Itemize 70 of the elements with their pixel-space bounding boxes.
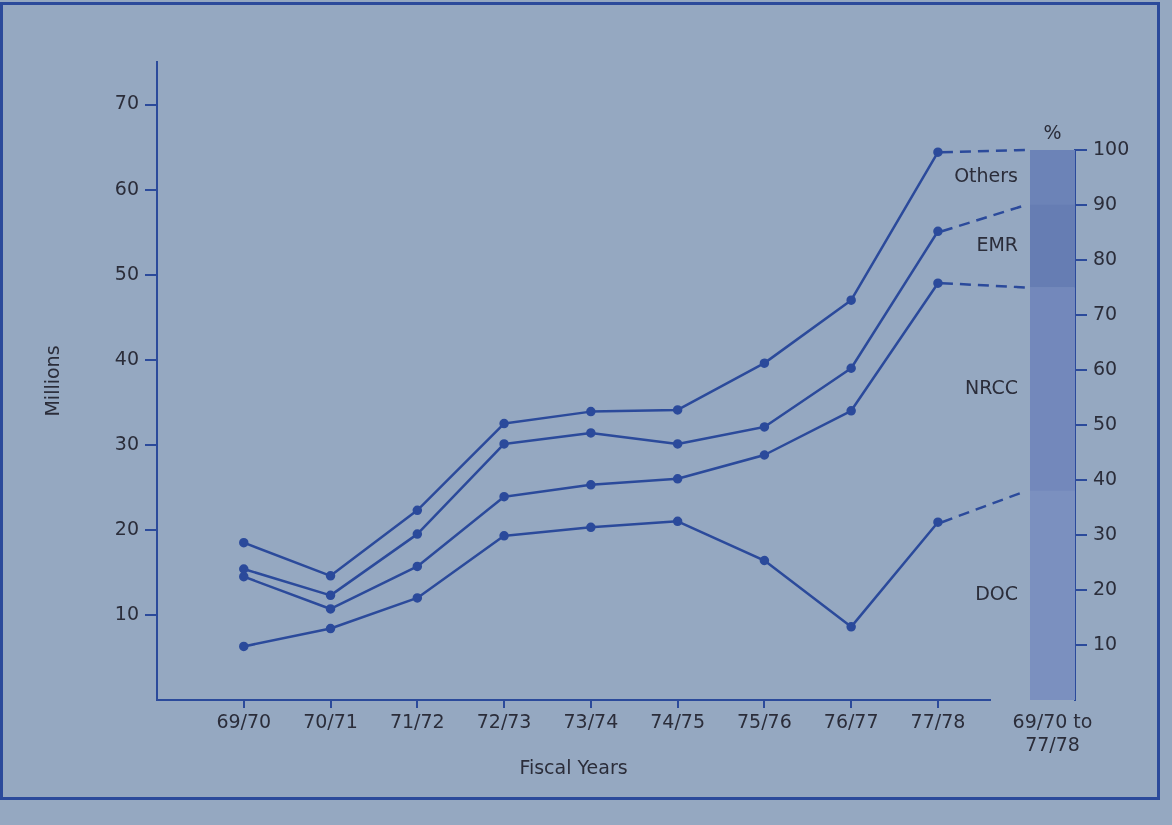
y-tick-label: 30 xyxy=(1093,521,1118,544)
series-label: DOC xyxy=(975,582,1018,605)
point xyxy=(586,428,596,438)
x-tick-label: 75/76 xyxy=(737,710,792,733)
point xyxy=(239,564,249,574)
point xyxy=(499,531,509,541)
y-tick-label: 100 xyxy=(1093,136,1130,159)
point xyxy=(499,439,509,449)
y-tick-label: 70 xyxy=(1093,301,1118,324)
y-tick-label: 60 xyxy=(114,176,139,199)
series-label: EMR xyxy=(976,233,1018,256)
series-label: Others xyxy=(954,164,1018,187)
y-tick-label: 80 xyxy=(1093,246,1118,269)
point xyxy=(846,363,856,373)
point xyxy=(672,405,683,415)
point xyxy=(239,641,249,652)
point xyxy=(672,439,683,449)
y-axis-title: % xyxy=(1043,121,1062,144)
y-tick-label: 40 xyxy=(1093,466,1118,489)
point xyxy=(499,491,509,502)
point xyxy=(325,604,336,614)
x-tick-label: 71/72 xyxy=(389,710,445,733)
point xyxy=(933,278,943,288)
x-tick-label: 74/75 xyxy=(650,710,706,733)
x-tick-label: 70/71 xyxy=(303,710,358,733)
y-tick-label: 10 xyxy=(114,601,139,624)
point xyxy=(412,561,423,572)
point xyxy=(325,623,336,634)
point xyxy=(672,474,683,484)
point xyxy=(412,529,423,539)
y-tick-label: 10 xyxy=(1093,631,1118,654)
point xyxy=(933,517,943,527)
point xyxy=(239,571,249,582)
y-tick-label: 20 xyxy=(1093,576,1118,599)
point xyxy=(586,406,596,417)
y-axis-title: Millions xyxy=(41,345,64,417)
point xyxy=(586,522,596,533)
point xyxy=(759,358,770,368)
y-tick-label: 50 xyxy=(1093,411,1118,434)
point xyxy=(759,450,770,460)
x-tick-label: 73/74 xyxy=(563,710,619,733)
point xyxy=(846,622,856,632)
point xyxy=(239,537,249,548)
point xyxy=(325,571,336,581)
y-tick-label: 90 xyxy=(1093,191,1118,214)
point xyxy=(846,406,856,416)
x-tick-label: 76/77 xyxy=(823,710,879,733)
point xyxy=(586,480,596,490)
point xyxy=(846,295,856,305)
y-tick-label: 60 xyxy=(1093,356,1118,379)
y-tick-label: 20 xyxy=(114,516,139,539)
x-tick-label: 69/70 to 77/78 xyxy=(1012,710,1093,756)
y-tick-label: 70 xyxy=(114,91,139,114)
point xyxy=(412,593,423,603)
y-tick-label: 50 xyxy=(114,261,139,284)
x-tick-label: 69/70 xyxy=(216,710,272,733)
series-label: NRCC xyxy=(964,376,1018,399)
point xyxy=(759,555,770,566)
point xyxy=(933,147,943,157)
y-tick-label: 40 xyxy=(114,346,139,369)
x-axis-title: Fiscal Years xyxy=(519,755,628,778)
y-tick-label: 30 xyxy=(114,431,139,454)
point xyxy=(499,418,509,429)
point xyxy=(672,516,683,527)
x-tick-label: 72/73 xyxy=(476,710,532,733)
point xyxy=(933,226,943,237)
x-tick-label: 77/78 xyxy=(910,710,966,733)
point xyxy=(412,505,423,516)
point xyxy=(759,422,770,432)
point xyxy=(325,590,336,601)
